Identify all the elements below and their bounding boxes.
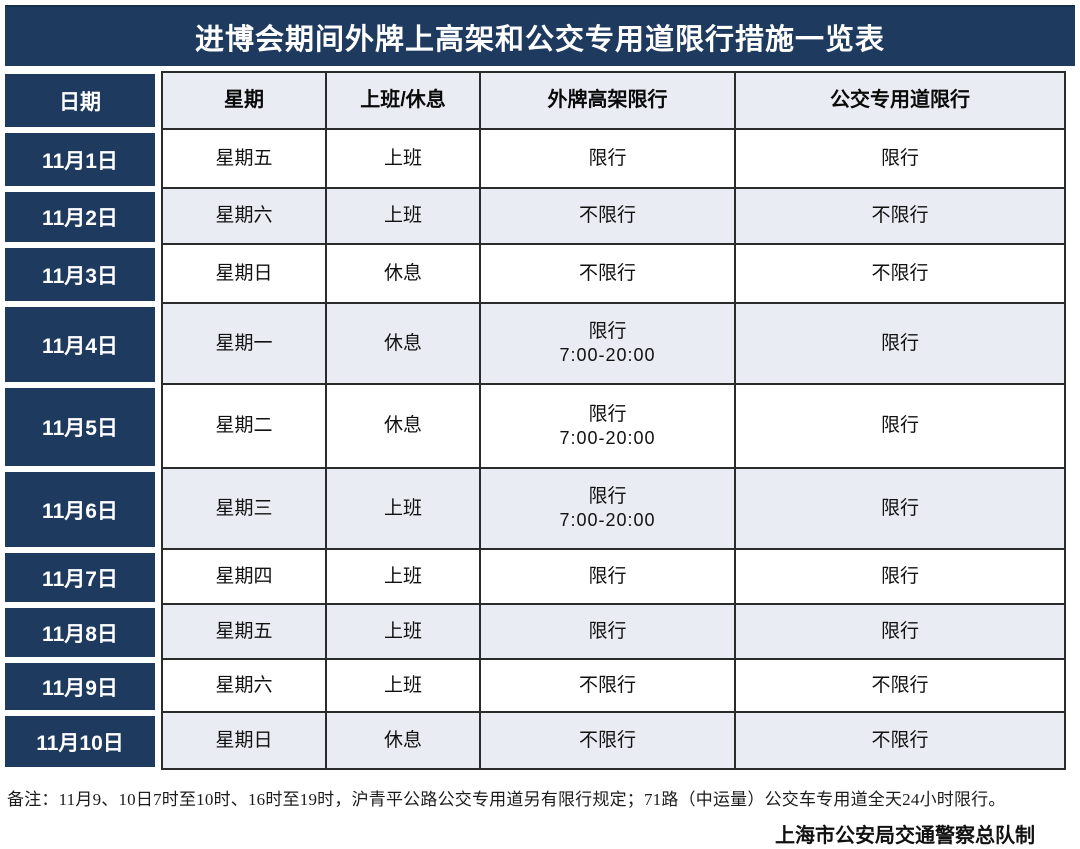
date-cell: 11月6日 bbox=[5, 472, 155, 547]
restriction-time: 7:00-20:00 bbox=[559, 427, 656, 448]
bus-lane-restriction-cell: 限行 bbox=[736, 469, 1066, 550]
work-status-cell: 上班 bbox=[327, 189, 481, 245]
table-row: 11月9日 星期六 上班 不限行 不限行 bbox=[5, 660, 1075, 713]
work-status-cell: 上班 bbox=[327, 469, 481, 550]
bus-lane-restriction-cell: 限行 bbox=[736, 385, 1066, 469]
bus-lane-restriction-cell: 限行 bbox=[736, 550, 1066, 605]
col-header-bus: 公交专用道限行 bbox=[736, 71, 1066, 130]
bus-lane-restriction-cell: 限行 bbox=[736, 605, 1066, 660]
page-title: 进博会期间外牌上高架和公交专用道限行措施一览表 bbox=[194, 23, 885, 56]
bus-lane-restriction-cell: 不限行 bbox=[736, 660, 1066, 713]
weekday-cell: 星期五 bbox=[161, 605, 327, 660]
work-status-cell: 休息 bbox=[327, 245, 481, 304]
title-bar: 进博会期间外牌上高架和公交专用道限行措施一览表 bbox=[5, 5, 1075, 66]
bus-lane-restriction-cell: 不限行 bbox=[736, 189, 1066, 245]
elevated-restriction-cell: 限行 bbox=[481, 605, 736, 660]
weekday-cell: 星期四 bbox=[161, 550, 327, 605]
table-row: 11月2日 星期六 上班 不限行 不限行 bbox=[5, 189, 1075, 245]
work-status-cell: 上班 bbox=[327, 130, 481, 189]
date-cell: 11月10日 bbox=[5, 716, 155, 767]
weekday-cell: 星期一 bbox=[161, 304, 327, 385]
table-row: 11月8日 星期五 上班 限行 限行 bbox=[5, 605, 1075, 660]
work-status-cell: 休息 bbox=[327, 304, 481, 385]
weekday-cell: 星期日 bbox=[161, 713, 327, 770]
col-header-date: 日期 bbox=[5, 74, 155, 127]
date-cell: 11月9日 bbox=[5, 663, 155, 710]
elevated-restriction-cell: 限行 7:00-20:00 bbox=[481, 469, 736, 550]
table-row: 11月7日 星期四 上班 限行 限行 bbox=[5, 550, 1075, 605]
table-row: 11月3日 星期日 休息 不限行 不限行 bbox=[5, 245, 1075, 304]
elevated-restriction-cell: 限行 7:00-20:00 bbox=[481, 304, 736, 385]
restriction-status: 限行 bbox=[588, 486, 627, 508]
bus-lane-restriction-cell: 限行 bbox=[736, 304, 1066, 385]
col-header-work: 上班/休息 bbox=[327, 71, 481, 130]
table-row: 11月4日 星期一 休息 限行 7:00-20:00 限行 bbox=[5, 304, 1075, 385]
attribution: 上海市公安局交通警察总队制 bbox=[775, 825, 1035, 847]
date-cell: 11月5日 bbox=[5, 388, 155, 466]
weekday-cell: 星期三 bbox=[161, 469, 327, 550]
date-cell: 11月4日 bbox=[5, 307, 155, 382]
work-status-cell: 上班 bbox=[327, 660, 481, 713]
col-header-weekday: 星期 bbox=[161, 71, 327, 130]
work-status-cell: 休息 bbox=[327, 385, 481, 469]
restriction-table: 日期 星期 上班/休息 外牌高架限行 公交专用道限行 11月1日 星期五 上班 … bbox=[5, 71, 1075, 770]
table-row: 11月10日 星期日 休息 不限行 不限行 bbox=[5, 713, 1075, 770]
header-row: 日期 星期 上班/休息 外牌高架限行 公交专用道限行 bbox=[5, 71, 1075, 130]
elevated-restriction-cell: 不限行 bbox=[481, 660, 736, 713]
date-cell: 11月7日 bbox=[5, 553, 155, 602]
table-row: 11月5日 星期二 休息 限行 7:00-20:00 限行 bbox=[5, 385, 1075, 469]
elevated-restriction-cell: 限行 bbox=[481, 130, 736, 189]
work-status-cell: 上班 bbox=[327, 605, 481, 660]
elevated-restriction-cell: 限行 bbox=[481, 550, 736, 605]
restriction-time: 7:00-20:00 bbox=[559, 510, 656, 531]
work-status-cell: 上班 bbox=[327, 550, 481, 605]
date-cell: 11月1日 bbox=[5, 133, 155, 186]
table-row: 11月1日 星期五 上班 限行 限行 bbox=[5, 130, 1075, 189]
bus-lane-restriction-cell: 限行 bbox=[736, 130, 1066, 189]
elevated-restriction-cell: 不限行 bbox=[481, 245, 736, 304]
bus-lane-restriction-cell: 不限行 bbox=[736, 713, 1066, 770]
work-status-cell: 休息 bbox=[327, 713, 481, 770]
bus-lane-restriction-cell: 不限行 bbox=[736, 245, 1066, 304]
weekday-cell: 星期二 bbox=[161, 385, 327, 469]
table-row: 11月6日 星期三 上班 限行 7:00-20:00 限行 bbox=[5, 469, 1075, 550]
date-cell: 11月8日 bbox=[5, 608, 155, 657]
weekday-cell: 星期日 bbox=[161, 245, 327, 304]
restriction-status: 限行 bbox=[588, 403, 627, 425]
elevated-restriction-cell: 限行 7:00-20:00 bbox=[481, 385, 736, 469]
weekday-cell: 星期六 bbox=[161, 660, 327, 713]
restriction-status: 限行 bbox=[588, 321, 627, 343]
elevated-restriction-cell: 不限行 bbox=[481, 189, 736, 245]
restriction-time: 7:00-20:00 bbox=[559, 345, 656, 366]
date-cell: 11月3日 bbox=[5, 248, 155, 301]
weekday-cell: 星期六 bbox=[161, 189, 327, 245]
footer-note: 备注：11月9、10日7时至10时、16时至19时，沪青平公路公交专用道另有限行… bbox=[7, 790, 1006, 809]
elevated-restriction-cell: 不限行 bbox=[481, 713, 736, 770]
date-cell: 11月2日 bbox=[5, 192, 155, 242]
col-header-elevated: 外牌高架限行 bbox=[481, 71, 736, 130]
weekday-cell: 星期五 bbox=[161, 130, 327, 189]
